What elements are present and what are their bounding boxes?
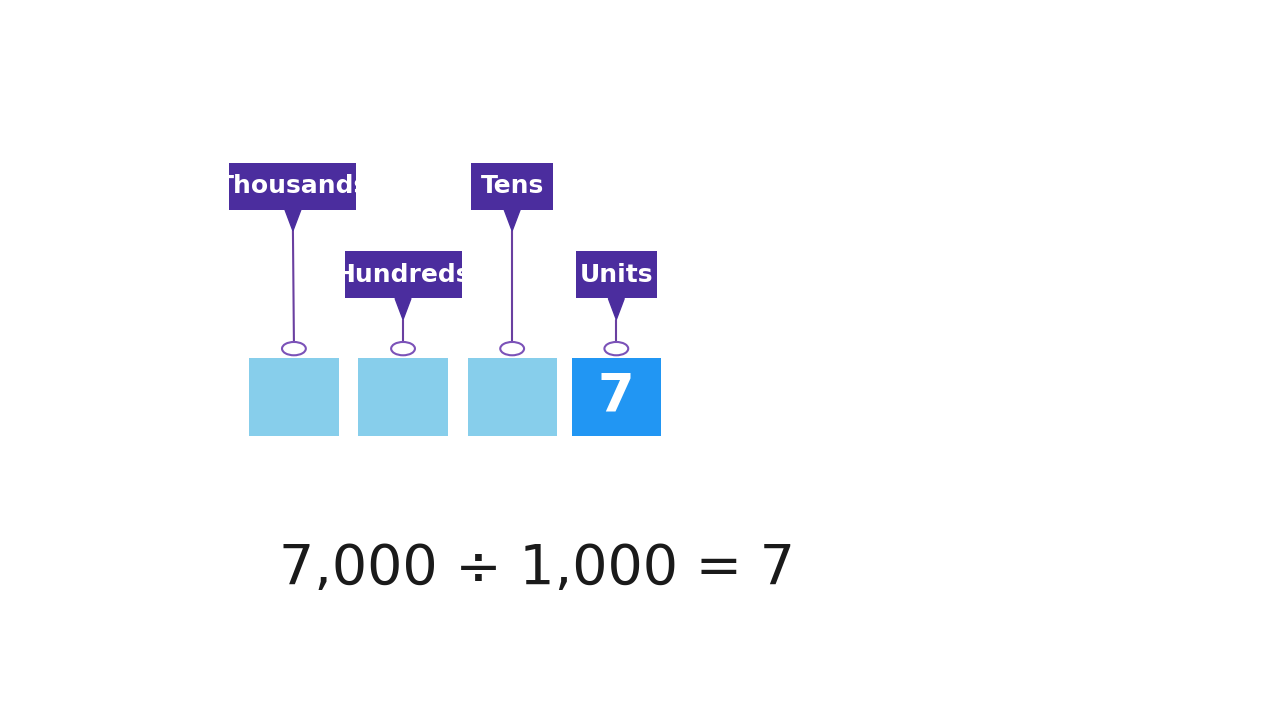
FancyBboxPatch shape xyxy=(576,251,657,299)
Polygon shape xyxy=(504,210,520,231)
Text: Tens: Tens xyxy=(480,174,544,198)
FancyBboxPatch shape xyxy=(358,358,448,436)
FancyBboxPatch shape xyxy=(572,358,660,436)
Circle shape xyxy=(500,342,524,355)
Text: Hundreds: Hundreds xyxy=(335,263,471,287)
Polygon shape xyxy=(608,299,625,320)
Circle shape xyxy=(282,342,306,355)
FancyBboxPatch shape xyxy=(344,251,462,299)
Text: 7: 7 xyxy=(598,371,635,423)
FancyBboxPatch shape xyxy=(467,358,557,436)
Polygon shape xyxy=(285,210,301,231)
FancyBboxPatch shape xyxy=(471,163,553,210)
FancyBboxPatch shape xyxy=(229,163,356,210)
Text: Thousands: Thousands xyxy=(216,174,369,198)
FancyBboxPatch shape xyxy=(250,358,338,436)
Polygon shape xyxy=(396,299,411,320)
Circle shape xyxy=(392,342,415,355)
Text: 7,000 ÷ 1,000 = 7: 7,000 ÷ 1,000 = 7 xyxy=(279,541,795,595)
Circle shape xyxy=(604,342,628,355)
Text: Units: Units xyxy=(580,263,653,287)
